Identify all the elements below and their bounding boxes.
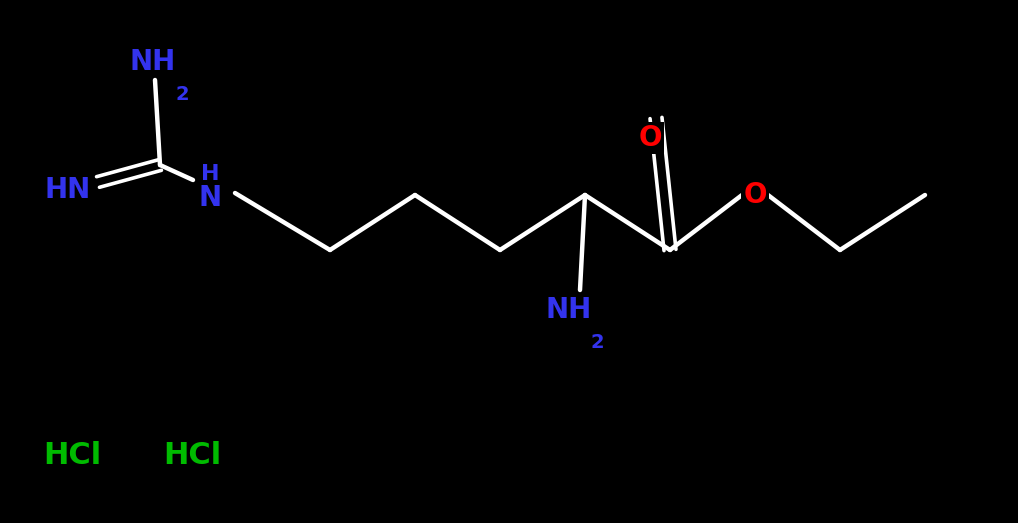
Text: HCl: HCl [43, 440, 101, 470]
Text: 2: 2 [591, 333, 605, 351]
Text: HN: HN [45, 176, 92, 204]
Text: N: N [199, 184, 222, 212]
Text: O: O [743, 181, 767, 209]
Text: O: O [638, 124, 662, 152]
Text: NH: NH [129, 48, 175, 76]
Text: 2: 2 [175, 85, 188, 104]
Text: H: H [201, 164, 219, 184]
Text: NH: NH [545, 296, 591, 324]
Text: HCl: HCl [163, 440, 221, 470]
